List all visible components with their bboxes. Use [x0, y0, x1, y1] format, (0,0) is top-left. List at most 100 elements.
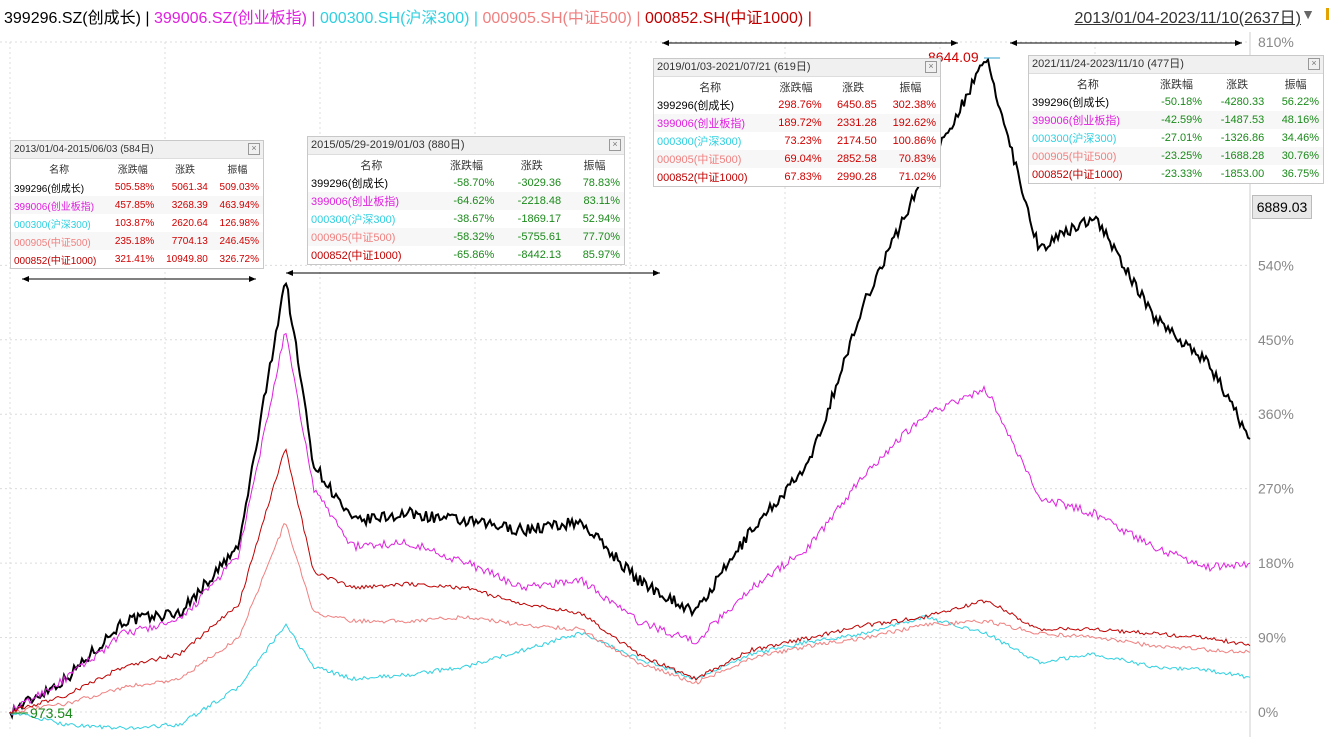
table-row: 399006(创业板指) 457.85% 3268.39 463.94% — [11, 196, 263, 214]
amplitude: 509.03% — [219, 181, 259, 193]
value-change: 2331.28 — [825, 114, 881, 132]
index-name: 000905(中证500) — [1029, 147, 1147, 165]
header-separator: | — [631, 10, 645, 27]
value-change: -4280.33 — [1220, 96, 1265, 108]
index-name: 000300(沪深300) — [1032, 133, 1117, 145]
date-range-selector[interactable]: 2013/01/04-2023/11/10(2637日) — [1074, 10, 1301, 27]
pct-change: 69.04% — [766, 150, 826, 168]
amplitude: 56.22% — [1281, 96, 1319, 108]
index-name: 399006(创业板指) — [654, 114, 767, 132]
value-change: -1688.28 — [1206, 147, 1269, 165]
pct-change: -23.33% — [1161, 168, 1203, 180]
close-icon[interactable]: × — [609, 139, 621, 151]
value-change: 3268.39 — [158, 196, 212, 214]
y-tick-label: 360% — [1258, 406, 1294, 422]
close-icon[interactable]: × — [1308, 58, 1320, 70]
pct-change: 73.23% — [784, 135, 822, 147]
amplitude: 85.97% — [582, 249, 620, 261]
index-name: 399006(创业板指) — [308, 192, 435, 210]
amplitude: 78.83% — [582, 177, 620, 189]
header-series-label[interactable]: 000300.SH(沪深300) — [320, 10, 470, 27]
close-icon[interactable]: × — [248, 143, 260, 155]
header-separator: | — [803, 10, 812, 27]
header-series-label[interactable]: 399296.SZ(创成长) — [4, 10, 141, 27]
column-header: 振幅 — [583, 159, 606, 172]
amplitude: 71.02% — [898, 171, 936, 183]
header-series-label[interactable]: 000905.SH(中证500) — [482, 10, 632, 27]
amplitude: 100.86% — [892, 135, 936, 147]
panel-title: 2013/01/04-2015/06/03 (584日) × — [11, 141, 263, 159]
table-row: 000852(中证1000) 321.41% 10949.80 326.72% — [11, 250, 263, 268]
amplitude: 36.75% — [1281, 168, 1319, 180]
panel-title: 2015/05/29-2019/01/03 (880日) × — [308, 137, 624, 155]
y-tick-label: 180% — [1258, 555, 1294, 571]
table-row: 399296(创成长) -50.18% -4280.33 56.22% — [1029, 93, 1323, 111]
amplitude: 48.16% — [1268, 111, 1323, 129]
table-row: 000905(中证500) 235.18% 7704.13 246.45% — [11, 232, 263, 250]
column-header: 涨跌 — [1226, 78, 1249, 91]
index-name: 399296(创成长) — [1032, 97, 1110, 109]
table-row: 000300(沪深300) 73.23% 2174.50 100.86% — [654, 132, 940, 150]
index-name: 000300(沪深300) — [311, 214, 396, 226]
value-change: -1487.53 — [1206, 111, 1269, 129]
value-change: 7704.13 — [158, 232, 212, 250]
header-series-label[interactable]: 000852.SH(中证1000) — [644, 10, 804, 27]
table-row: 000852(中证1000) 67.83% 2990.28 71.02% — [654, 168, 940, 186]
index-name: 000852(中证1000) — [311, 250, 402, 262]
column-header: 涨跌幅 — [117, 165, 148, 176]
table-row: 000300(沪深300) 103.87% 2620.64 126.98% — [11, 214, 263, 232]
value-change: -8442.13 — [517, 249, 562, 261]
panel-title: 2019/01/03-2021/07/21 (619日) × — [654, 59, 940, 77]
y-tick-label: 0% — [1258, 704, 1278, 720]
pct-change: 505.58% — [114, 181, 155, 193]
header-series-label[interactable]: 399006.SZ(创业板指) — [154, 10, 307, 27]
pct-change: 235.18% — [107, 232, 159, 250]
column-header: 名称 — [49, 165, 70, 176]
arrow-head-left — [662, 40, 669, 46]
low-value-label: 973.54 — [30, 705, 73, 721]
close-icon[interactable]: × — [925, 61, 937, 73]
index-name: 399296(创成长) — [657, 100, 735, 112]
series-line — [9, 57, 1251, 720]
value-change: 2174.50 — [836, 135, 877, 147]
table-row: 000905(中证500) -58.32% -5755.61 77.70% — [308, 228, 624, 246]
index-name: 399296(创成长) — [14, 183, 85, 195]
header-separator: | — [306, 10, 320, 27]
pct-change: 67.83% — [784, 171, 822, 183]
series-header: 399296.SZ(创成长) | 399006.SZ(创业板指) | 00030… — [4, 4, 812, 28]
amplitude: 30.76% — [1268, 147, 1323, 165]
pct-change: -65.86% — [453, 249, 495, 261]
header-separator: | — [140, 10, 154, 27]
column-header: 振幅 — [227, 165, 248, 176]
y-tick-label: 270% — [1258, 481, 1294, 497]
table-row: 000300(沪深300) -38.67% -1869.17 52.94% — [308, 210, 624, 228]
amplitude: 70.83% — [880, 150, 940, 168]
y-tick-label: 450% — [1258, 332, 1294, 348]
amplitude: 302.38% — [892, 99, 936, 111]
pct-change: 298.76% — [778, 99, 822, 111]
table-row: 399296(创成长) 505.58% 5061.34 509.03% — [11, 178, 263, 196]
pct-change: -42.59% — [1146, 111, 1207, 129]
index-name: 000300(沪深300) — [657, 136, 742, 148]
index-name: 000852(中证1000) — [1032, 169, 1123, 181]
value-change: -1853.00 — [1220, 168, 1265, 180]
indicator-icon — [1326, 8, 1329, 20]
table-row: 399006(创业板指) -64.62% -2218.48 83.11% — [308, 192, 624, 210]
arrow-head-right — [653, 270, 660, 276]
period-stats-panel: 2021/11/24-2023/11/10 (477日) × 名称 涨跌幅 涨跌 振幅 39… — [1028, 55, 1324, 184]
amplitude: 126.98% — [219, 217, 259, 229]
value-change: 2620.64 — [171, 217, 208, 229]
column-header: 涨跌 — [175, 165, 196, 176]
column-header: 振幅 — [1284, 78, 1307, 91]
column-header: 涨跌幅 — [1159, 78, 1193, 91]
pct-change: -58.32% — [434, 228, 499, 246]
amplitude: 34.46% — [1281, 132, 1319, 144]
table-row: 000852(中证1000) -65.86% -8442.13 85.97% — [308, 246, 624, 264]
table-row: 000905(中证500) -23.25% -1688.28 30.76% — [1029, 147, 1323, 165]
amplitude: 326.72% — [219, 253, 259, 265]
amplitude: 83.11% — [565, 192, 624, 210]
chevron-down-icon[interactable]: ▼ — [1301, 6, 1315, 22]
table-row: 399006(创业板指) 189.72% 2331.28 192.62% — [654, 114, 940, 132]
panel-title-text: 2021/11/24-2023/11/10 (477日) — [1032, 58, 1184, 70]
index-name: 399006(创业板指) — [1029, 111, 1147, 129]
